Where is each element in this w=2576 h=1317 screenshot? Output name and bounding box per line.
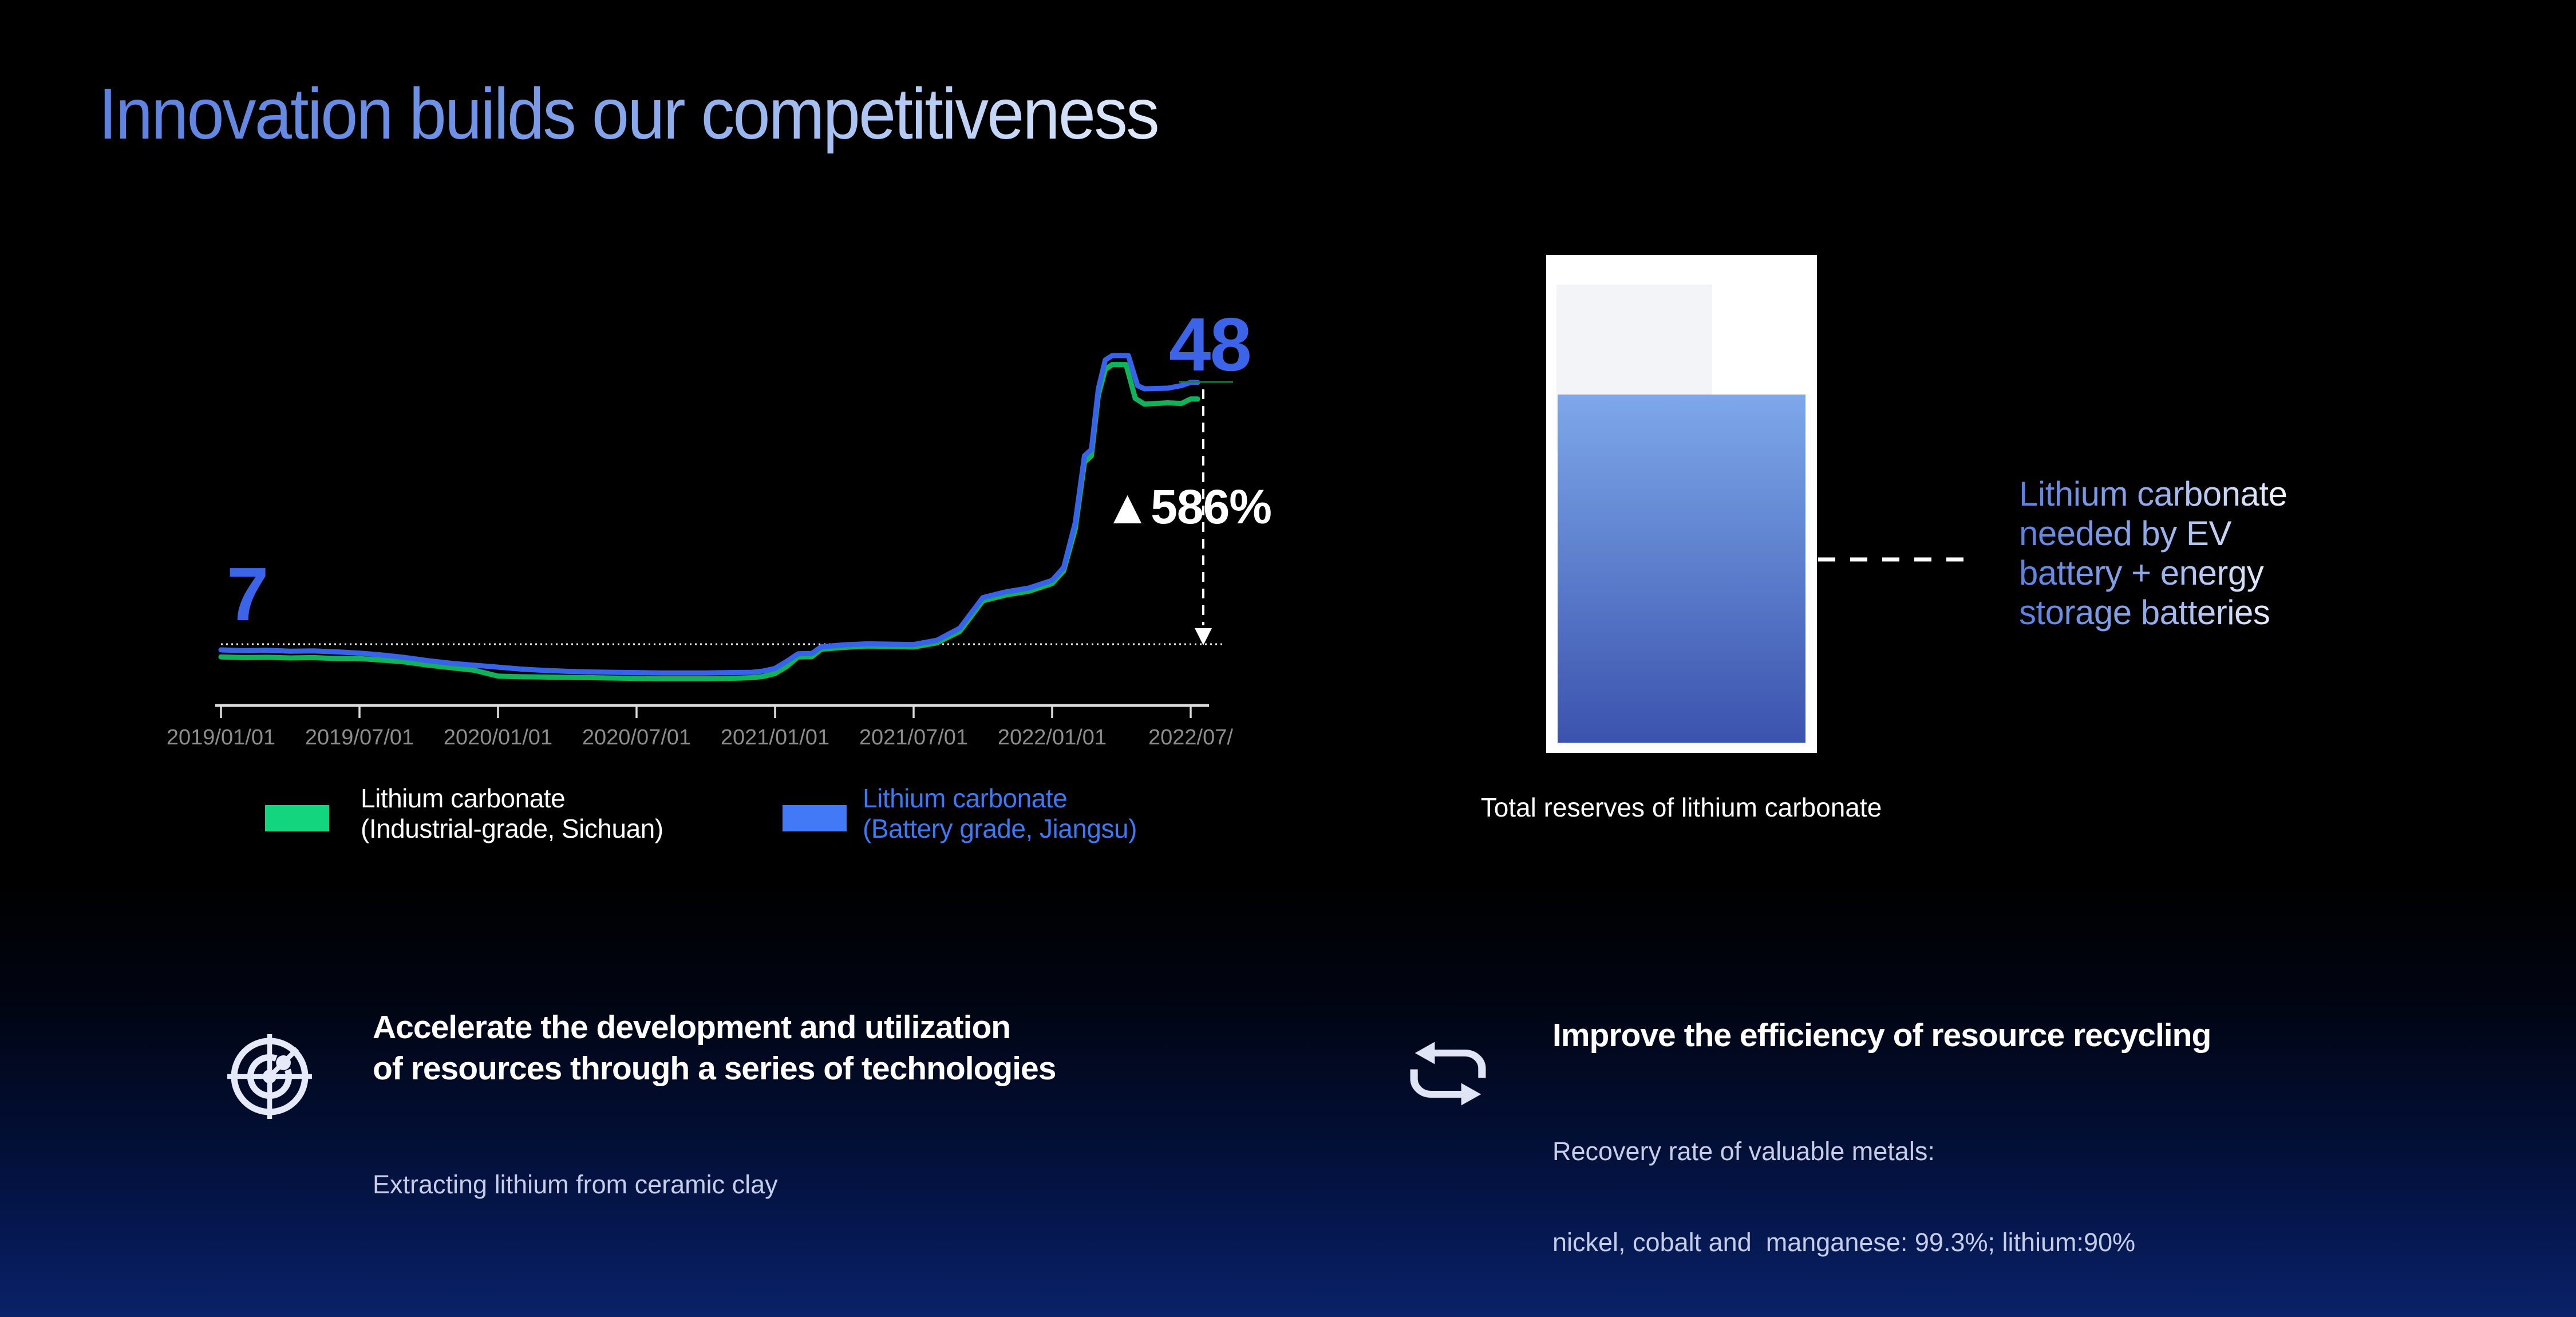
legend-label-line: (Battery grade, Jiangsu) [863, 814, 1137, 843]
x-tick-label: 2021/07/01 [859, 725, 968, 750]
radar-target-icon [227, 1034, 312, 1119]
legend-label-industrial: Lithium carbonate (Industrial-grade, Sic… [361, 783, 663, 844]
tank-caption: Total reserves of lithium carbonate [1480, 792, 1882, 822]
x-axis-layer: 2019/01/01 2019/07/01 2020/01/01 2020/07/01… [167, 704, 1233, 750]
start-value-label: 7 [227, 552, 268, 636]
feature-1-title-line1: Accelerate the development and utilizati… [373, 1009, 1011, 1046]
tank-fill-level [1558, 395, 1805, 743]
legend-label-battery: Lithium carbonate (Battery grade, Jiangs… [863, 783, 1137, 844]
feature-1-subtitle-line1: Extracting lithium from ceramic clay [373, 1170, 778, 1199]
feature-2-title: Improve the efficiency of resource recyc… [1552, 1015, 2211, 1056]
page-title: Innovation builds our competitiveness [98, 73, 1160, 154]
down-arrow-icon [1195, 628, 1212, 645]
feature-1-title: Accelerate the development and utilizati… [373, 1007, 1056, 1089]
recycle-arrows-icon [1410, 1042, 1486, 1106]
feature-1-title-line2: of resources through a series of technol… [373, 1050, 1056, 1087]
tank-note-line: needed by EV [2019, 514, 2231, 553]
legend-label-line: Lithium carbonate [863, 783, 1068, 813]
feature-2-subtitle-line1: Recovery rate of valuable metals: [1552, 1137, 1935, 1166]
x-tick-label: 2019/07/01 [305, 725, 414, 750]
reserve-tank [1546, 255, 1817, 753]
x-tick-label: 2020/07/01 [582, 725, 691, 750]
feature-2-subtitle-line2: nickel, cobalt and manganese: 99.3%; lit… [1552, 1228, 2136, 1257]
legend-label-line: Lithium carbonate [361, 783, 566, 813]
legend-swatch-battery [783, 805, 847, 831]
legend-label-line: (Industrial-grade, Sichuan) [361, 814, 663, 843]
series-layer [218, 353, 1200, 681]
x-tick-label: 2019/01/01 [167, 725, 275, 750]
legend-swatch-industrial [265, 805, 329, 831]
series-line-0 [218, 362, 1200, 681]
feature-2-title-line1: Improve the efficiency of resource recyc… [1552, 1017, 2211, 1054]
change-percent-label: ▲586% [1104, 480, 1272, 534]
x-tick-label: 2020/01/01 [444, 725, 552, 750]
feature-1-subtitle: Extracting lithium from ceramic clay [373, 1109, 778, 1230]
tank-note: Lithium carbonate needed by EV battery +… [2019, 474, 2287, 632]
tank-note-line: battery + energy [2019, 554, 2264, 592]
x-tick-label: 2022/01/01 [998, 725, 1107, 750]
x-tick-label: 2022/07/ [1148, 725, 1233, 750]
x-tick-label: 2021/01/01 [721, 725, 829, 750]
feature-2-subtitle: Recovery rate of valuable metals: nickel… [1552, 1075, 2135, 1288]
series-line-1 [218, 353, 1200, 676]
tank-note-line: storage batteries [2019, 593, 2270, 632]
end-value-label: 48 [1169, 302, 1252, 387]
tank-note-line: Lithium carbonate [2019, 475, 2287, 513]
